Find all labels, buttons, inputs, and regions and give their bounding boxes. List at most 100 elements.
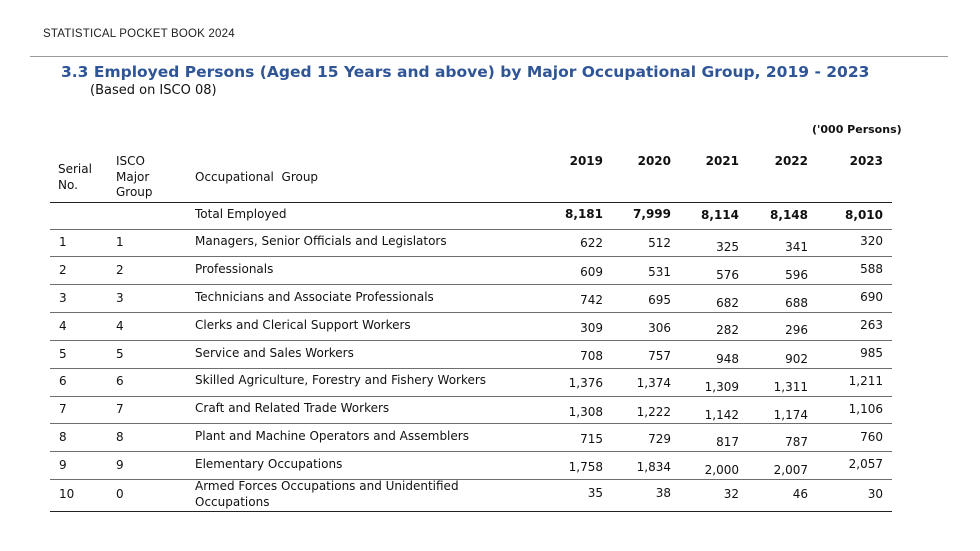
value-cell: 596 xyxy=(785,268,808,282)
value-cell: 1,309 xyxy=(704,380,739,394)
value-cell: 296 xyxy=(785,323,808,337)
value-cell: 715 xyxy=(580,432,603,446)
bottom-rule xyxy=(50,511,892,512)
value-cell: 688 xyxy=(785,296,808,310)
isco-cell: 4 xyxy=(116,319,124,333)
isco-cell: 6 xyxy=(116,374,124,388)
row-divider xyxy=(50,256,892,257)
value-cell: 46 xyxy=(792,487,808,501)
value-cell: 1,308 xyxy=(568,405,603,419)
value-cell: 1,376 xyxy=(568,376,603,390)
value-cell: 902 xyxy=(785,352,808,366)
value-cell: 1,142 xyxy=(704,408,739,422)
header-divider xyxy=(30,56,948,57)
value-cell: 985 xyxy=(860,346,883,360)
isco-header-line: Group xyxy=(116,185,153,199)
value-cell: 2,000 xyxy=(704,463,739,477)
value-cell: 1,211 xyxy=(848,374,883,388)
value-cell: 787 xyxy=(785,435,808,449)
isco-cell: 9 xyxy=(116,458,124,472)
row-divider xyxy=(50,451,892,452)
value-cell: 576 xyxy=(716,268,739,282)
value-cell: 38 xyxy=(655,486,671,500)
serial-cell: 1 xyxy=(59,235,67,249)
serial-cell: 2 xyxy=(59,263,67,277)
group-header: Occupational Group xyxy=(195,170,319,184)
value-cell: 948 xyxy=(716,352,739,366)
value-cell: 729 xyxy=(648,432,671,446)
serial-cell: 5 xyxy=(59,347,67,361)
group-cell: Service and Sales Workers xyxy=(195,346,354,360)
serial-cell: 3 xyxy=(59,291,67,305)
serial-cell: 8 xyxy=(59,430,67,444)
serial-cell: 9 xyxy=(59,458,67,472)
value-cell: 325 xyxy=(716,240,739,254)
value-cell: 512 xyxy=(648,236,671,250)
value-cell: 1,106 xyxy=(848,402,883,416)
value-cell: 282 xyxy=(716,323,739,337)
isco-header: ISCO Major Group xyxy=(116,154,153,201)
value-cell: 1,374 xyxy=(636,376,671,390)
isco-cell: 2 xyxy=(116,263,124,277)
row-divider xyxy=(50,423,892,424)
header-rule xyxy=(50,202,892,203)
value-cell: 30 xyxy=(867,487,883,501)
isco-cell: 1 xyxy=(116,235,124,249)
value-cell: 609 xyxy=(580,265,603,279)
year-header-2020: 2020 xyxy=(637,154,671,168)
row-divider xyxy=(50,312,892,313)
isco-header-line: Major xyxy=(116,169,150,184)
year-header-2022: 2022 xyxy=(774,154,808,168)
book-header: STATISTICAL POCKET BOOK 2024 xyxy=(43,28,235,40)
row-divider xyxy=(50,340,892,341)
value-cell: 695 xyxy=(648,293,671,307)
value-cell: 35 xyxy=(587,486,603,500)
value-cell: 2,007 xyxy=(773,463,808,477)
group-cell: Armed Forces Occupations and Unidentifie… xyxy=(195,479,459,510)
value-cell: 263 xyxy=(860,318,883,332)
value-cell: 760 xyxy=(860,430,883,444)
table-title: 3.3 Employed Persons (Aged 15 Years and … xyxy=(61,63,870,81)
value-cell: 306 xyxy=(648,321,671,335)
group-cell-line: Armed Forces Occupations and Unidentifie… xyxy=(195,479,459,493)
serial-cell: 6 xyxy=(59,374,67,388)
total-value: 8,010 xyxy=(845,208,883,222)
value-cell: 1,222 xyxy=(636,405,671,419)
value-cell: 1,174 xyxy=(773,408,808,422)
value-cell: 588 xyxy=(860,262,883,276)
row-divider xyxy=(50,479,892,480)
group-cell: Managers, Senior Officials and Legislato… xyxy=(195,234,447,248)
value-cell: 341 xyxy=(785,240,808,254)
year-header-2019: 2019 xyxy=(569,154,603,168)
value-cell: 622 xyxy=(580,236,603,250)
value-cell: 690 xyxy=(860,290,883,304)
value-cell: 32 xyxy=(723,487,739,501)
value-cell: 1,758 xyxy=(568,460,603,474)
group-cell: Plant and Machine Operators and Assemble… xyxy=(195,429,469,443)
group-cell: Clerks and Clerical Support Workers xyxy=(195,318,411,332)
year-header-2023: 2023 xyxy=(849,154,883,168)
serial-cell: 4 xyxy=(59,319,67,333)
group-cell: Craft and Related Trade Workers xyxy=(195,401,390,415)
isco-cell: 0 xyxy=(116,487,124,501)
value-cell: 320 xyxy=(860,234,883,248)
serial-cell: 7 xyxy=(59,402,67,416)
value-cell: 1,834 xyxy=(636,460,671,474)
group-cell: Professionals xyxy=(195,262,274,276)
row-divider xyxy=(50,229,892,230)
value-cell: 742 xyxy=(580,293,603,307)
total-value: 8,114 xyxy=(701,208,739,222)
total-value: 8,181 xyxy=(565,207,603,221)
total-value: 8,148 xyxy=(770,208,808,222)
group-cell-line: Occupations xyxy=(195,494,270,509)
group-cell: Technicians and Associate Professionals xyxy=(195,290,434,304)
value-cell: 682 xyxy=(716,296,739,310)
row-divider xyxy=(50,368,892,369)
value-cell: 2,057 xyxy=(848,457,883,471)
group-cell: Skilled Agriculture, Forestry and Fisher… xyxy=(195,373,487,387)
serial-header-line: No. xyxy=(58,177,78,192)
value-cell: 708 xyxy=(580,349,603,363)
isco-cell: 5 xyxy=(116,347,124,361)
serial-header: Serial No. xyxy=(58,162,92,193)
value-cell: 1,311 xyxy=(773,380,808,394)
